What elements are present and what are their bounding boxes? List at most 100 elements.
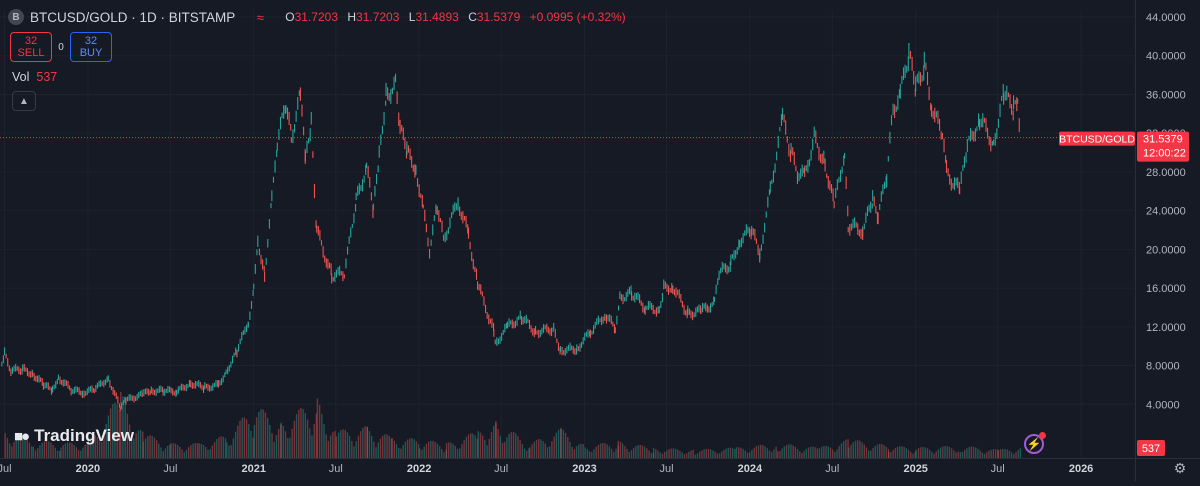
lightning-icon[interactable]: ⚡ <box>1024 432 1046 454</box>
volume-bar <box>650 452 652 458</box>
volume-bar <box>746 452 749 458</box>
volume-bar <box>1015 451 1017 458</box>
volume-bar <box>196 443 199 458</box>
volume-bar <box>220 436 222 458</box>
volume-bar <box>71 443 73 458</box>
volume-bar <box>512 431 515 458</box>
volume-bar <box>764 446 766 458</box>
volume-bar <box>997 449 999 458</box>
volume-bar <box>126 413 129 458</box>
volume-bar <box>698 451 701 458</box>
volume-bar <box>332 432 334 458</box>
volume-bar <box>105 423 107 458</box>
volume-bar <box>280 424 282 458</box>
volume-bar <box>359 431 362 458</box>
volume-bar <box>73 444 75 458</box>
volume-bar <box>983 453 986 458</box>
volume-bar <box>661 453 664 458</box>
volume-bar <box>529 447 531 458</box>
volume-bar <box>211 445 214 458</box>
volume-bar <box>731 448 734 458</box>
volume-bar <box>816 448 819 458</box>
volume-bar <box>744 450 747 458</box>
volume-bar <box>840 443 843 458</box>
volume-bar <box>727 447 729 458</box>
volume-bar <box>538 439 540 458</box>
volume-bar <box>179 446 181 458</box>
volume-bar <box>788 444 790 458</box>
volume-bar <box>729 447 732 458</box>
x-tick-label: 2021 <box>241 463 265 475</box>
volume-bar <box>194 443 196 458</box>
volume-bar <box>827 446 829 458</box>
volume-bar <box>362 427 364 458</box>
volume-bar <box>865 447 868 458</box>
volume-bar <box>628 451 630 458</box>
y-tick-label: 20.0000 <box>1146 244 1186 256</box>
volume-bar <box>942 446 944 458</box>
volume-bar <box>271 433 273 458</box>
volume-bar <box>553 436 555 458</box>
volume-legend[interactable]: Vol 537 <box>12 70 57 84</box>
volume-bar <box>571 446 573 458</box>
open-value: 31.7203 <box>294 10 339 24</box>
volume-bar <box>253 424 256 458</box>
volume-bar <box>59 450 61 458</box>
volume-bar <box>421 449 423 458</box>
volume-bar <box>588 451 591 458</box>
bitcoin-icon: B <box>8 9 24 25</box>
volume-bar <box>742 448 744 458</box>
volume-bar <box>226 442 228 458</box>
volume-bar <box>912 453 914 458</box>
x-tick-label: 2024 <box>738 463 763 475</box>
volume-bar <box>28 442 31 458</box>
volume-bar <box>291 428 293 458</box>
volume-bar <box>66 442 69 458</box>
volume-bar <box>419 448 421 458</box>
volume-bar <box>626 448 628 458</box>
volume-value: 537 <box>36 70 58 84</box>
volume-bar <box>26 439 28 458</box>
volume-bar <box>112 403 114 458</box>
volume-bar <box>344 430 346 458</box>
volume-bar <box>542 440 544 458</box>
volume-bar <box>289 437 291 458</box>
sell-button[interactable]: 32 SELL <box>10 32 52 62</box>
volume-bar <box>463 440 465 458</box>
price-tag-countdown: 12:00:22 <box>1143 148 1186 160</box>
buy-button[interactable]: 32 BUY <box>70 32 112 62</box>
volume-bar <box>209 449 211 458</box>
volume-bar <box>406 439 409 458</box>
volume-bar <box>523 448 526 458</box>
volume-bar <box>672 448 675 458</box>
volume-bar <box>15 438 17 458</box>
volume-bar <box>606 444 608 458</box>
volume-bar <box>569 441 571 458</box>
symbol-title[interactable]: BTCUSD/GOLD · 1D · BITSTAMP <box>30 9 236 25</box>
volume-bar <box>796 448 799 458</box>
volume-bar <box>351 440 353 458</box>
volume-bar <box>1010 452 1013 458</box>
volume-bar <box>456 448 459 458</box>
volume-bar <box>619 441 622 458</box>
gear-icon[interactable]: ⚙ <box>1173 459 1187 476</box>
volume-bar <box>894 448 897 458</box>
volume-bar <box>608 446 611 458</box>
volume-bar <box>1017 449 1019 458</box>
volume-bar <box>465 436 468 458</box>
volume-bar <box>955 452 957 458</box>
volume-bar <box>812 446 814 458</box>
volume-bar <box>751 449 753 458</box>
volume-bar <box>398 447 400 458</box>
volume-bar <box>448 442 450 458</box>
volume-bar <box>961 452 964 458</box>
volume-bar <box>430 440 432 458</box>
volume-bar <box>663 451 666 458</box>
open-label: O <box>285 10 295 24</box>
indicator-icon[interactable]: ≈ <box>256 9 264 25</box>
volume-bar <box>17 435 20 458</box>
volume-bar <box>318 404 321 458</box>
chevron-up-icon[interactable]: ▲ <box>12 91 36 111</box>
